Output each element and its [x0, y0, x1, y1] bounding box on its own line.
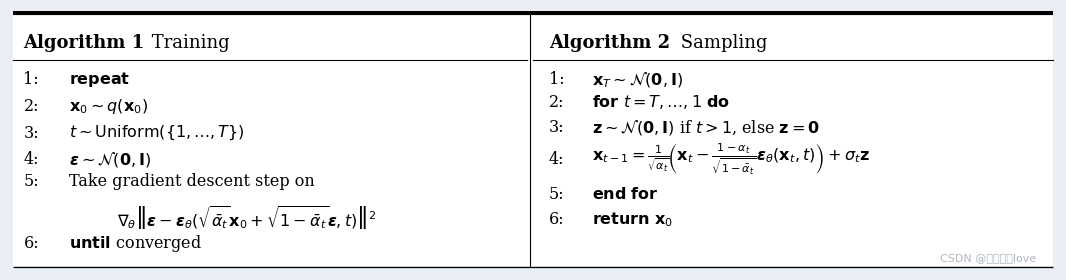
Text: $t \sim \mathrm{Uniform}(\{1,\ldots,T\})$: $t \sim \mathrm{Uniform}(\{1,\ldots,T\})… [69, 124, 245, 142]
Text: $\mathbf{for}\ t = T,\ldots, 1\ \mathbf{do}$: $\mathbf{for}\ t = T,\ldots, 1\ \mathbf{… [592, 93, 730, 111]
Text: 1:: 1: [549, 71, 565, 88]
Text: $\mathbf{x}_0 \sim q(\mathbf{x}_0)$: $\mathbf{x}_0 \sim q(\mathbf{x}_0)$ [69, 97, 148, 116]
Text: $\nabla_\theta \left\| \boldsymbol{\epsilon} - \boldsymbol{\epsilon}_\theta(\sqr: $\nabla_\theta \left\| \boldsymbol{\epsi… [117, 205, 376, 232]
Text: 2:: 2: [23, 98, 39, 115]
Text: $\mathbf{repeat}$: $\mathbf{repeat}$ [69, 70, 130, 89]
FancyBboxPatch shape [13, 10, 1053, 269]
Text: $\mathbf{x}_{t-1} = \frac{1}{\sqrt{\alpha_t}}\!\left(\mathbf{x}_t - \frac{1-\alp: $\mathbf{x}_{t-1} = \frac{1}{\sqrt{\alph… [592, 142, 870, 177]
Text: Sampling: Sampling [675, 34, 768, 52]
Text: 6:: 6: [549, 211, 565, 228]
Text: Algorithm 1: Algorithm 1 [23, 34, 145, 52]
Text: Algorithm 2: Algorithm 2 [549, 34, 671, 52]
Text: 1:: 1: [23, 71, 39, 88]
Text: $\mathbf{z} \sim \mathcal{N}(\mathbf{0},\mathbf{I})$ if $t>1$, else $\mathbf{z}=: $\mathbf{z} \sim \mathcal{N}(\mathbf{0},… [592, 118, 820, 137]
Text: 5:: 5: [23, 174, 39, 190]
Text: $\boldsymbol{\epsilon} \sim \mathcal{N}(\mathbf{0}, \mathbf{I})$: $\boldsymbol{\epsilon} \sim \mathcal{N}(… [69, 150, 151, 169]
Text: 4:: 4: [23, 151, 39, 168]
Text: Training: Training [146, 34, 230, 52]
Text: 4:: 4: [549, 151, 565, 168]
Text: $\mathbf{x}_T \sim \mathcal{N}(\mathbf{0}, \mathbf{I})$: $\mathbf{x}_T \sim \mathcal{N}(\mathbf{0… [592, 70, 683, 90]
Text: Take gradient descent step on: Take gradient descent step on [69, 174, 316, 190]
Text: $\mathbf{until}$ converged: $\mathbf{until}$ converged [69, 233, 203, 254]
Text: 3:: 3: [549, 119, 565, 136]
Text: CSDN @丹心向阳love: CSDN @丹心向阳love [940, 253, 1036, 263]
Text: $\mathbf{end\ for}$: $\mathbf{end\ for}$ [592, 186, 659, 203]
Text: $\mathbf{return}\ \mathbf{x}_0$: $\mathbf{return}\ \mathbf{x}_0$ [592, 211, 673, 229]
Text: 2:: 2: [549, 94, 565, 111]
Text: 5:: 5: [549, 186, 565, 203]
Text: 6:: 6: [23, 235, 39, 252]
Text: 3:: 3: [23, 125, 39, 141]
